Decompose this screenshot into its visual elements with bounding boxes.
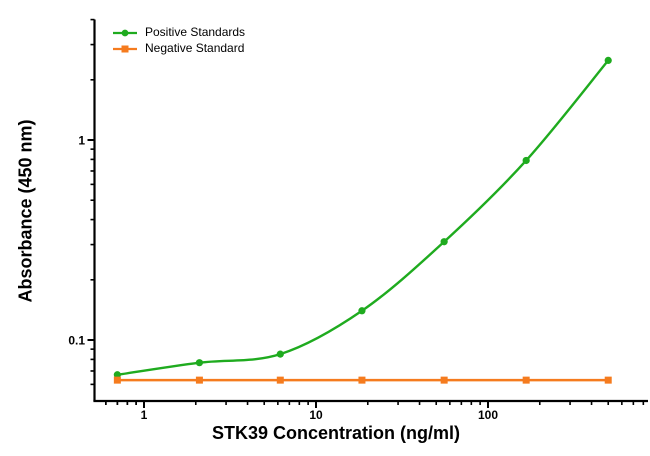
data-point	[358, 307, 366, 315]
data-point	[113, 376, 121, 384]
negative-standard-marker-icon	[113, 45, 137, 52]
x-tick-label: 10	[309, 408, 323, 422]
data-point	[113, 371, 121, 379]
legend-item-positive-standards: Positive Standards	[112, 26, 245, 39]
series-positive-standards	[113, 56, 612, 379]
legend-label-positive-standards: Positive Standards	[145, 25, 246, 39]
data-point	[522, 376, 530, 384]
data-point	[440, 238, 448, 246]
legend: Positive Standards Negative Standard	[112, 26, 245, 55]
y-axis-title: Absorbance (450 nm)	[15, 119, 36, 303]
data-point	[276, 350, 284, 358]
y-tick-label: 1	[78, 134, 85, 148]
x-axis-title: STK39 Concentration (ng/ml)	[211, 423, 461, 443]
x-tick-label: 100	[478, 408, 498, 422]
data-point	[276, 376, 284, 384]
data-point	[195, 376, 203, 384]
legend-label-negative-standard: Negative Standard	[145, 41, 245, 55]
axes: 1 10 100 0.1 1	[68, 18, 648, 422]
y-tick-label: 0.1	[68, 334, 85, 348]
data-point	[604, 56, 612, 65]
data-point	[195, 359, 204, 367]
legend-item-negative-standard: Negative Standard	[112, 42, 245, 55]
positive-standards-marker-icon	[113, 29, 137, 36]
x-tick-label: 1	[141, 408, 148, 422]
data-point	[358, 376, 366, 384]
data-point	[440, 376, 448, 384]
series-negative-standard	[113, 376, 612, 384]
data-point	[522, 156, 530, 165]
data-point	[604, 376, 612, 384]
